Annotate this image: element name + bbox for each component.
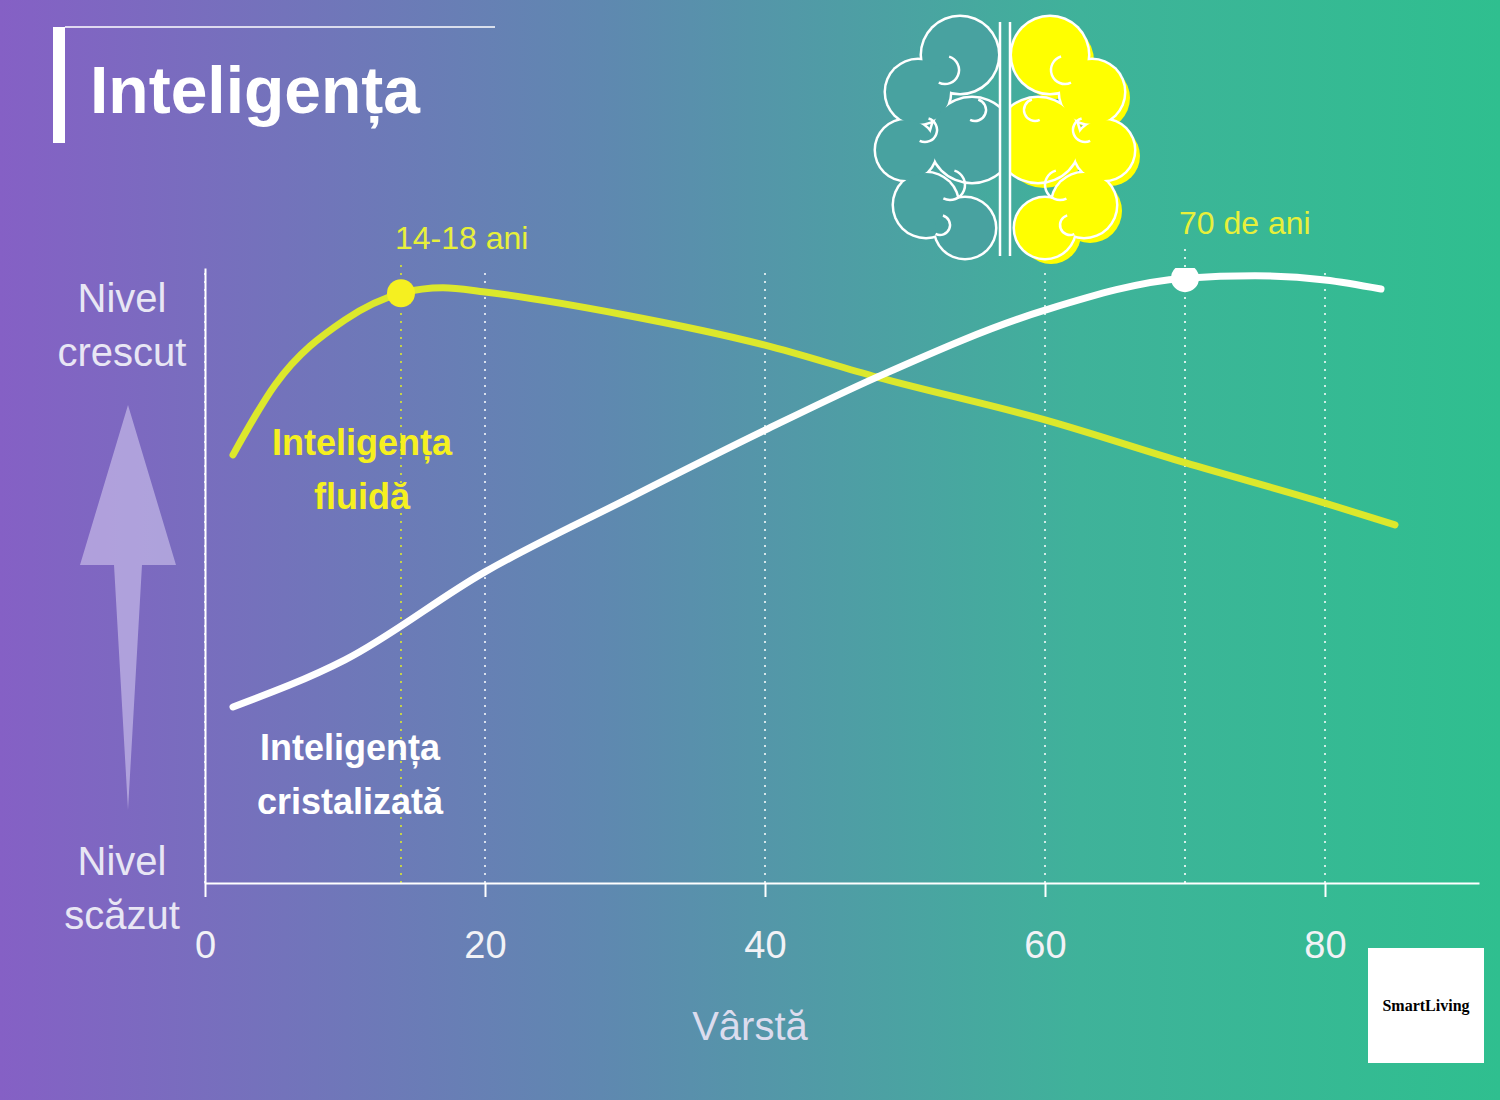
chart-svg: Inteligența Nivel crescut Nivel scăzut 0 20 40 6… [0, 0, 1500, 1100]
brain-icon [874, 15, 1141, 265]
x-tick-mark [765, 883, 767, 897]
x-tick-label: 20 [464, 924, 506, 966]
annotation-dot [1171, 268, 1199, 292]
grid-line [1324, 268, 1326, 883]
brain-fold [943, 171, 965, 200]
grid-line [204, 268, 206, 883]
brain-part [930, 98, 1000, 182]
brain-divider [1009, 22, 1012, 256]
y-label-high-line: crescut [58, 330, 187, 374]
x-tick-label: 80 [1304, 924, 1346, 966]
series-label-line: fluidă [314, 476, 411, 517]
x-tick-mark [205, 883, 207, 897]
x-tick-mark [485, 883, 487, 897]
x-tick-label: 0 [195, 924, 216, 966]
brain-right [1010, 15, 1140, 265]
x-axis-line [206, 883, 1480, 885]
brain-part [935, 198, 995, 258]
grid [205, 268, 1325, 883]
brain-fold [936, 215, 950, 235]
brain-divider [999, 22, 1002, 256]
brain-fold [1051, 57, 1071, 84]
x-tick: 80 [1304, 883, 1346, 966]
series-line [233, 276, 1381, 707]
brain-left [874, 15, 1001, 261]
grid-line [764, 268, 766, 883]
y-label-high: Nivel crescut [58, 276, 187, 374]
y-axis-line [205, 268, 207, 883]
brain-fold [939, 57, 959, 84]
series-label: Inteligența fluidă [272, 422, 453, 517]
x-tick-label: 60 [1024, 924, 1066, 966]
brain-fold [1060, 215, 1074, 235]
series-label-line: Inteligența [272, 422, 453, 464]
x-tick: 60 [1024, 883, 1066, 966]
brain-part [876, 120, 936, 180]
x-tick-mark [1045, 883, 1047, 897]
y-label-low-line: Nivel [78, 839, 167, 883]
x-tick-label: 40 [744, 924, 786, 966]
annotation-dot [387, 279, 415, 307]
annotation-lines [401, 246, 1185, 883]
brain-fold [1045, 171, 1066, 200]
title-bar [53, 27, 65, 143]
background [0, 0, 1500, 1100]
brain-part [1074, 120, 1134, 180]
brain-part [1010, 98, 1080, 182]
annotation-line [1184, 246, 1186, 883]
y-label-high-line: Nivel [78, 276, 167, 320]
title: Inteligența [90, 53, 421, 129]
x-axis: 0 20 40 60 80 [195, 883, 1480, 966]
brain-fold [920, 119, 937, 142]
series-label-line: Inteligența [260, 727, 441, 769]
x-axis-title: Vârstă [692, 1004, 808, 1048]
source-logo: SmartLiving [1382, 997, 1469, 1015]
annotation-label: 70 de ani [1179, 205, 1311, 241]
series-label-line: cristalizată [257, 781, 444, 822]
grid-line [1044, 268, 1046, 883]
series-label: Inteligența cristalizată [257, 727, 444, 822]
annotation-label: 14-18 ani [395, 220, 528, 256]
x-tick-mark [1325, 883, 1327, 897]
y-axis [205, 268, 206, 883]
y-label-low-line: scăzut [64, 893, 180, 937]
logo-box [1368, 948, 1484, 1063]
x-tick: 0 [195, 883, 216, 966]
brain-fold [970, 99, 986, 121]
title-rule [65, 26, 495, 28]
level-arrow [80, 405, 176, 810]
plot-area [233, 268, 1395, 707]
x-tick: 20 [464, 883, 506, 966]
y-label-low: Nivel scăzut [64, 839, 180, 937]
x-tick: 40 [744, 883, 786, 966]
brain-fold [1024, 99, 1040, 121]
brain-part [1015, 198, 1075, 258]
brain-fold [1073, 118, 1090, 142]
